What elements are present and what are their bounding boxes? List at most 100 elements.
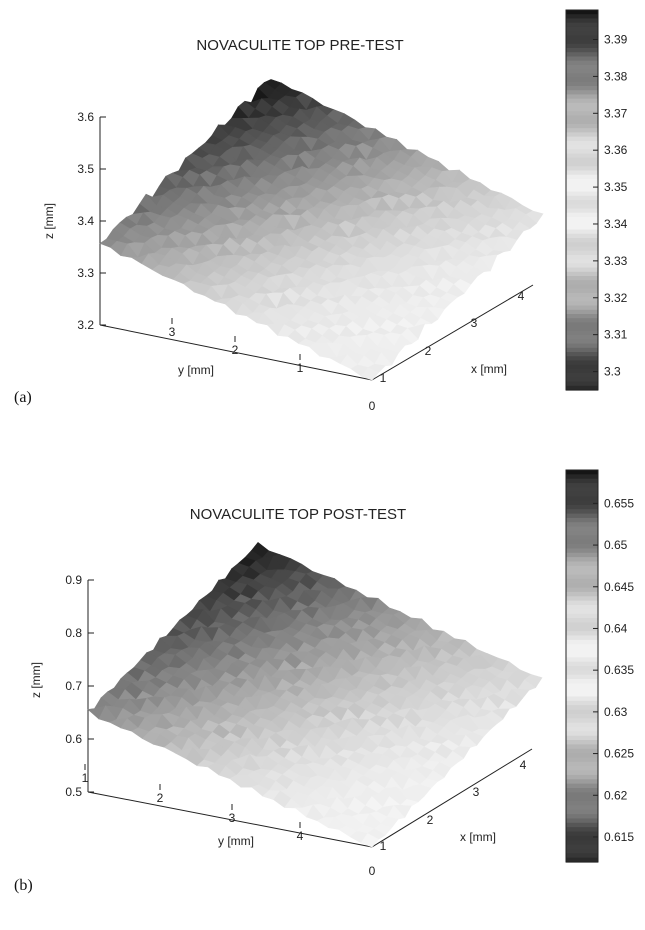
colorbar-band bbox=[566, 170, 598, 175]
x-tick-label: 1 bbox=[380, 371, 387, 385]
colorbar-band bbox=[566, 561, 598, 566]
colorbar-band bbox=[566, 522, 598, 527]
colorbar-band bbox=[566, 327, 598, 332]
colorbar-band bbox=[566, 570, 598, 575]
chart-title: NOVACULITE TOP POST-TEST bbox=[190, 506, 406, 523]
colorbar-band bbox=[566, 744, 598, 749]
colorbar-band bbox=[566, 640, 598, 645]
colorbar-band bbox=[566, 352, 598, 357]
colorbar-band bbox=[566, 505, 598, 510]
colorbar-band bbox=[566, 775, 598, 780]
colorbar-band bbox=[566, 474, 598, 479]
x-tick-label: 4 bbox=[518, 289, 525, 303]
z-tick-label: 0.6 bbox=[65, 732, 82, 746]
colorbar-band bbox=[566, 631, 598, 636]
colorbar-band bbox=[566, 175, 598, 180]
colorbar-band bbox=[566, 132, 598, 137]
colorbar-band bbox=[566, 688, 598, 693]
colorbar-band bbox=[566, 718, 598, 723]
colorbar-band bbox=[566, 263, 598, 268]
y-tick-label: 1 bbox=[82, 771, 89, 785]
colorbar-band bbox=[566, 293, 598, 298]
colorbar-band bbox=[566, 86, 598, 91]
colorbar-band bbox=[566, 348, 598, 353]
x-tick-label: 2 bbox=[427, 813, 434, 827]
colorbar-band bbox=[566, 518, 598, 523]
colorbar-band bbox=[566, 213, 598, 218]
colorbar-band bbox=[566, 377, 598, 382]
colorbar-band bbox=[566, 154, 598, 159]
colorbar-band bbox=[566, 225, 598, 230]
colorbar-band bbox=[566, 255, 598, 260]
colorbar-band bbox=[566, 483, 598, 488]
colorbar-band bbox=[566, 251, 598, 256]
y-tick-label: 2 bbox=[157, 791, 164, 805]
colorbar-band bbox=[566, 179, 598, 184]
colorbar-band bbox=[566, 356, 598, 361]
colorbar-band bbox=[566, 365, 598, 370]
colorbar-band bbox=[566, 592, 598, 597]
colorbar-band bbox=[566, 18, 598, 23]
colorbar-band bbox=[566, 492, 598, 497]
colorbar-band bbox=[566, 158, 598, 163]
colorbar-tick-label: 0.645 bbox=[604, 580, 634, 594]
colorbar-band bbox=[566, 823, 598, 828]
colorbar-tick-label: 3.38 bbox=[604, 69, 628, 83]
colorbar-band bbox=[566, 514, 598, 519]
colorbar-band bbox=[566, 579, 598, 584]
colorbar-band bbox=[566, 284, 598, 289]
colorbar-band bbox=[566, 272, 598, 277]
colorbar-band bbox=[566, 137, 598, 142]
colorbar-band bbox=[566, 318, 598, 323]
colorbar-band bbox=[566, 259, 598, 264]
colorbar-band bbox=[566, 675, 598, 680]
z-tick-label: 0.9 bbox=[65, 573, 82, 587]
colorbar-band bbox=[566, 649, 598, 654]
colorbar-band bbox=[566, 120, 598, 125]
colorbar-band bbox=[566, 679, 598, 684]
colorbar-band bbox=[566, 373, 598, 378]
colorbar-band bbox=[566, 234, 598, 239]
colorbar-band bbox=[566, 322, 598, 327]
colorbar-band bbox=[566, 653, 598, 658]
colorbar-band bbox=[566, 306, 598, 311]
x-tick-label: 1 bbox=[380, 839, 387, 853]
colorbar-tick-label: 3.37 bbox=[604, 106, 628, 120]
colorbar-band bbox=[566, 166, 598, 171]
colorbar-band bbox=[566, 242, 598, 247]
colorbar-band bbox=[566, 636, 598, 641]
z-tick-label: 3.2 bbox=[77, 318, 94, 332]
z-tick-label: 3.6 bbox=[77, 110, 94, 124]
colorbar-band bbox=[566, 784, 598, 789]
colorbar-band bbox=[566, 289, 598, 294]
colorbar-band bbox=[566, 557, 598, 562]
colorbar-band bbox=[566, 757, 598, 762]
colorbar-band bbox=[566, 736, 598, 741]
colorbar-band bbox=[566, 762, 598, 767]
colorbar-band bbox=[566, 187, 598, 192]
x-tick-label: 0 bbox=[369, 864, 376, 878]
colorbar-tick-label: 0.625 bbox=[604, 747, 634, 761]
colorbar-band bbox=[566, 779, 598, 784]
z-tick-label: 0.5 bbox=[65, 785, 82, 799]
z-tick-label: 0.7 bbox=[65, 679, 82, 693]
colorbar-band bbox=[566, 78, 598, 83]
colorbar-band bbox=[566, 192, 598, 197]
colorbar-band bbox=[566, 849, 598, 854]
colorbar-band bbox=[566, 470, 598, 475]
colorbar-band bbox=[566, 553, 598, 558]
colorbar-band bbox=[566, 382, 598, 387]
colorbar-band bbox=[566, 657, 598, 662]
surface-chart-svg: NOVACULITE TOP POST-TEST(b)0.50.60.70.80… bbox=[0, 462, 645, 925]
z-tick-label: 3.3 bbox=[77, 266, 94, 280]
colorbar-band bbox=[566, 48, 598, 53]
colorbar-band bbox=[566, 204, 598, 209]
chart-title: NOVACULITE TOP PRE-TEST bbox=[196, 37, 403, 54]
colorbar-band bbox=[566, 280, 598, 285]
x-tick-label: 3 bbox=[473, 785, 480, 799]
x-tick-label: 4 bbox=[520, 758, 527, 772]
colorbar-band bbox=[566, 509, 598, 514]
y-axis-label: y [mm] bbox=[178, 363, 214, 377]
colorbar-band bbox=[566, 103, 598, 108]
panel-label: (a) bbox=[14, 389, 32, 406]
